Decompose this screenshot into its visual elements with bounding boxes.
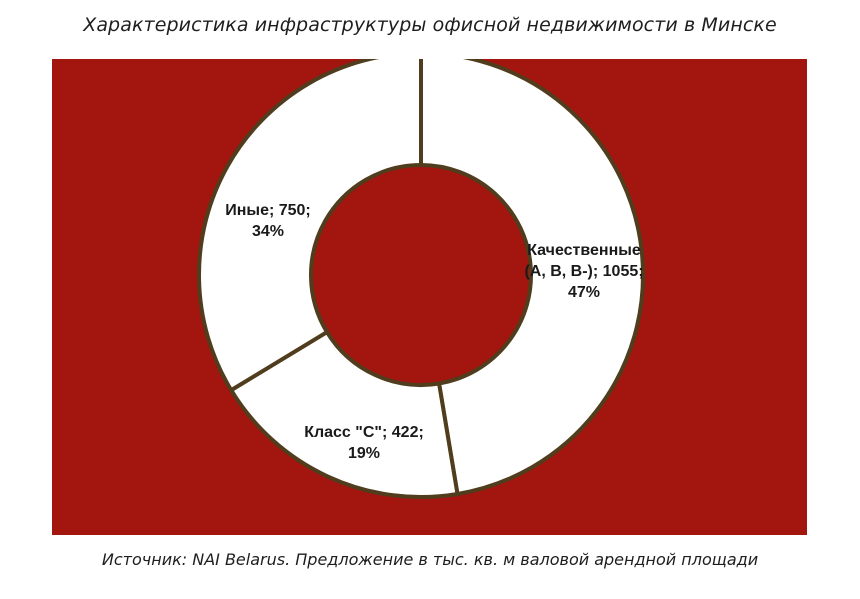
donut-chart: Качественные (А, В, В-); 1055; 47% Класс "С… (52, 59, 807, 535)
slice-label-1-line-2: (А, В, В-); 1055; (524, 263, 643, 280)
slice-label-1-line-1: Качественные (527, 242, 641, 259)
donut-slice-2 (228, 329, 460, 499)
slice-label-2-line-2: 19% (348, 445, 380, 462)
chart-source-note: Источник: NAI Belarus. Предложение в тыс… (101, 550, 759, 569)
slice-label-3: Иные; 750; 34% (225, 202, 311, 240)
slice-label-3-line-2: 34% (252, 223, 284, 240)
donut-slice-1 (419, 59, 645, 497)
slice-label-1-line-3: 47% (568, 284, 600, 301)
donut-slice-3 (197, 59, 423, 393)
donut-slices (197, 59, 645, 499)
slice-label-1: Качественные (А, В, В-); 1055; 47% (524, 242, 643, 301)
slice-label-3-line-1: Иные; 750; (225, 202, 311, 219)
donut-labels: Качественные (А, В, В-); 1055; 47% Класс "С… (225, 202, 643, 462)
slice-label-2-line-1: Класс "С"; 422; (304, 424, 424, 441)
chart-title: Характеристика инфраструктуры офисной не… (83, 14, 777, 36)
slice-label-2: Класс "С"; 422; 19% (304, 424, 424, 462)
chart-panel: Качественные (А, В, В-); 1055; 47% Класс "С… (52, 59, 807, 535)
